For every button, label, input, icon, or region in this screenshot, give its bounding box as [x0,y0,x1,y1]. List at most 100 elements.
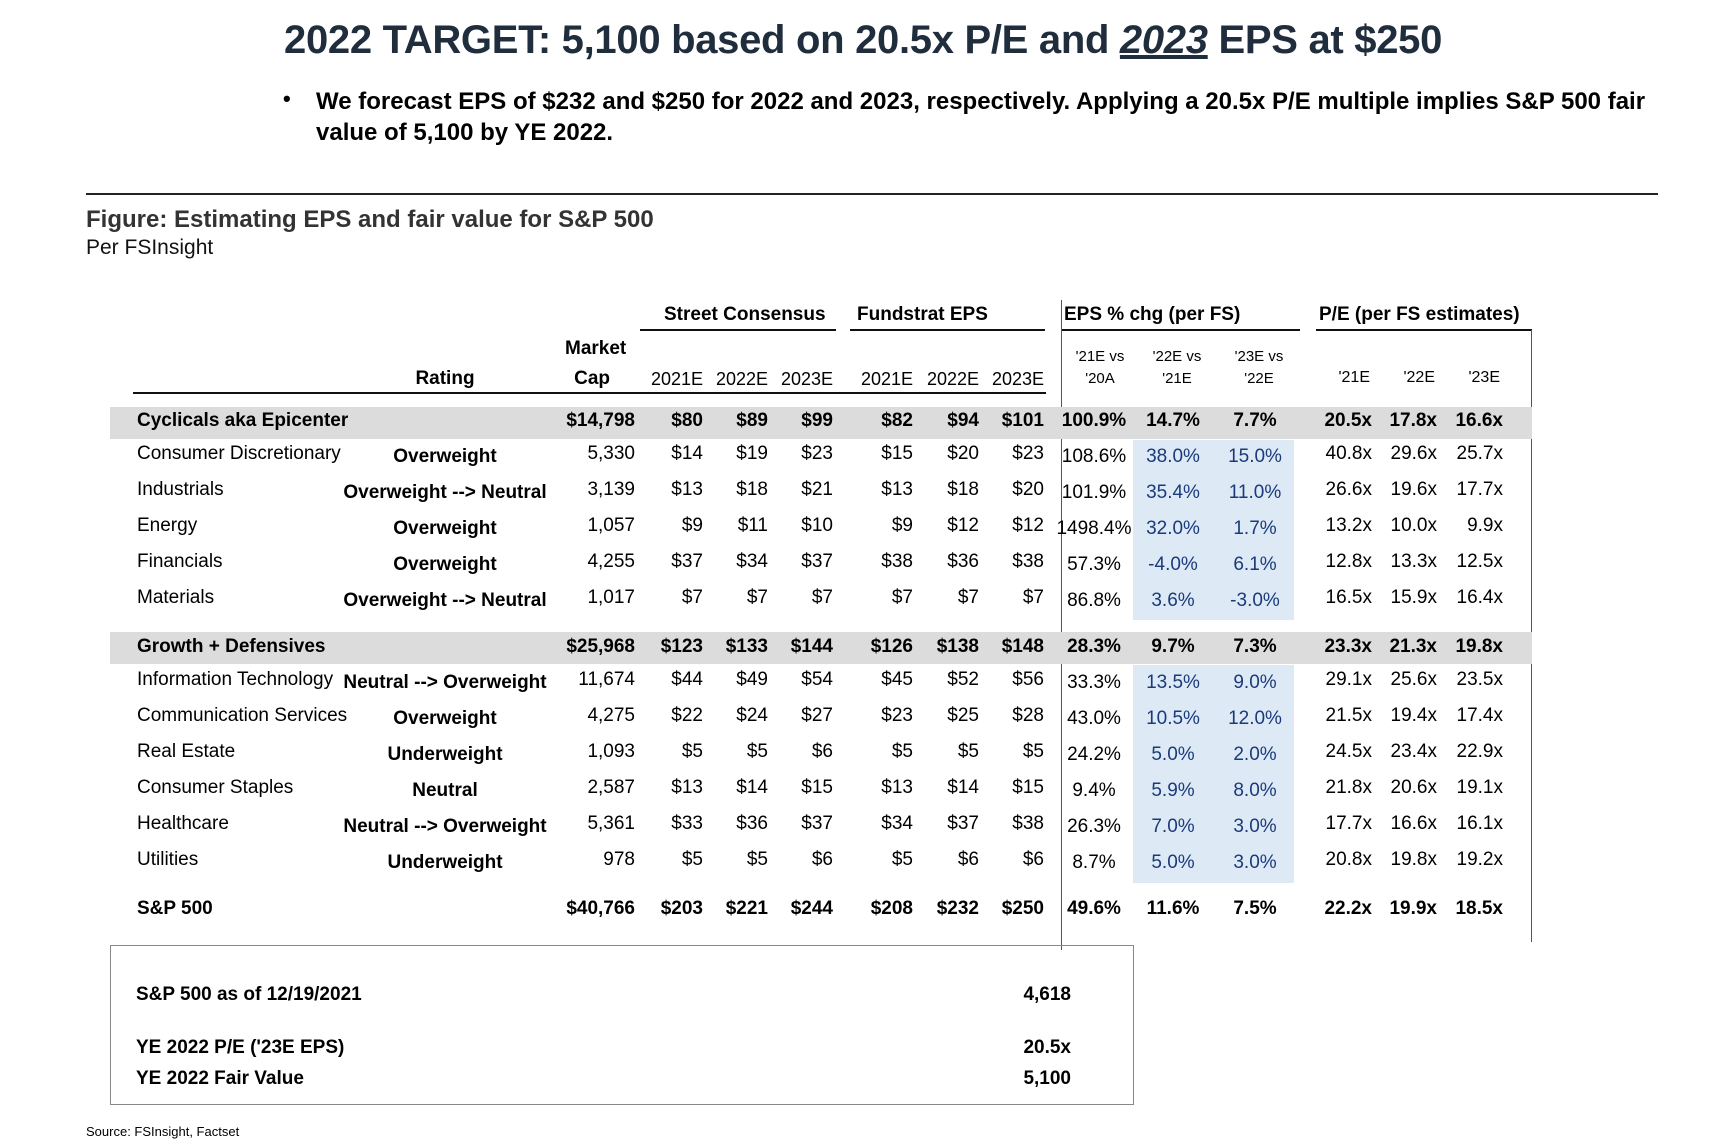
cell-p22: 21.3x [1389,636,1437,657]
cell-s21: $80 [671,410,703,431]
cell-p21: 40.8x [1325,443,1372,464]
cell-p22: 13.3x [1390,551,1437,572]
cell-p23: 12.5x [1456,551,1503,572]
group-header-street: Street Consensus [664,304,826,325]
cell-s23: $10 [801,515,833,536]
cell-s23: $6 [811,849,833,870]
cell-p21: 26.6x [1325,479,1372,500]
cell-c1: 28.3% [1067,636,1121,657]
cell-c1: 100.9% [1061,410,1127,431]
cell-f23: $38 [1012,813,1044,834]
cell-c3: 3.0% [1233,816,1277,837]
cell-c2: 10.5% [1146,708,1200,729]
cell-rating: Overweight [393,518,497,539]
col-header-s22: 2022E [715,369,768,389]
cell-name: Utilities [137,849,199,870]
cell-f21: $5 [891,849,913,870]
cell-s22: $11 [737,515,768,536]
highlight-band-2 [1133,665,1294,883]
cell-c1: 57.3% [1067,554,1121,575]
cell-s23: $37 [801,813,833,834]
cell-p21: 20.8x [1325,849,1372,870]
title-underlined-year: 2023 [1119,18,1208,62]
cell-c3: 7.3% [1233,636,1277,657]
cell-name: S&P 500 [137,898,213,919]
cell-p23: 19.1x [1456,777,1503,798]
cell-p23: 25.7x [1456,443,1503,464]
cell-c1: 108.6% [1061,446,1127,467]
cell-s21: $33 [671,813,703,834]
cell-p21: 22.2x [1324,898,1372,919]
summary-asof-value: 4,618 [1023,984,1071,1005]
col-header-chg1: '21E vs '20A [1063,346,1137,390]
cell-p21: 12.8x [1325,551,1372,572]
cell-c1: 26.3% [1067,816,1121,837]
table-row: Communication Services Overweight 4,275 $22… [0,705,1720,741]
cell-s23: $7 [811,587,833,608]
cell-mcap: 3,139 [587,479,635,500]
col-header-pe21: '21E [1338,369,1370,386]
cell-c2: 13.5% [1146,672,1200,693]
col-header-chg3-line1: '23E vs [1234,348,1284,365]
cell-s22: $5 [746,741,768,762]
summary-box: S&P 500 as of 12/19/2021 4,618 YE 2022 P… [110,945,1134,1105]
cell-f22: $7 [957,587,979,608]
summary-pe-label: YE 2022 P/E ('23E EPS) [136,1037,345,1058]
cell-s23: $27 [801,705,833,726]
cell-mcap: $25,968 [566,636,635,657]
cell-f22: $18 [947,479,979,500]
col-header-pe23: '23E [1468,369,1500,386]
cell-s21: $14 [671,443,703,464]
cell-p22: 19.9x [1389,898,1437,919]
cell-f22: $5 [957,741,979,762]
cell-rating: Overweight [393,446,497,467]
cell-rating: Neutral [412,780,478,801]
cell-f21: $126 [870,636,913,657]
cell-f21: $7 [891,587,913,608]
cell-s22: $221 [725,898,768,919]
cell-f22: $6 [957,849,979,870]
cell-s22: $14 [736,777,768,798]
cell-c1: 24.2% [1067,744,1121,765]
cell-s22: $7 [746,587,768,608]
cell-mcap: 1,093 [587,741,635,762]
cell-p22: 19.6x [1390,479,1437,500]
cell-c1: 101.9% [1061,482,1127,503]
cell-f21: $45 [881,669,913,690]
cell-f23: $20 [1012,479,1044,500]
col-header-chg2-line1: '22E vs [1152,348,1202,365]
cell-p22: 20.6x [1390,777,1437,798]
cell-p21: 24.5x [1325,741,1372,762]
cell-p21: 21.8x [1325,777,1372,798]
figure-title: Figure: Estimating EPS and fair value fo… [86,206,654,233]
cell-rating: Neutral --> Overweight [343,672,547,693]
table-row: Energy Overweight 1,057 $9 $11 $10 $9 $12 $12 149… [0,515,1720,551]
highlight-band-1 [1133,440,1294,620]
cell-c2: -4.0% [1148,554,1198,575]
cell-s23: $99 [801,410,833,431]
cell-s23: $15 [801,777,833,798]
cell-mcap: 5,361 [587,813,635,834]
figure-subtitle: Per FSInsight [86,236,214,259]
cell-c3: -3.0% [1230,590,1280,611]
cell-c3: 11.0% [1228,482,1282,503]
cell-p21: 23.3x [1324,636,1372,657]
cell-s23: $144 [790,636,833,657]
cell-f23: $12 [1012,515,1044,536]
cell-p22: 23.4x [1390,741,1437,762]
cell-c3: 7.5% [1233,898,1277,919]
cell-name: Consumer Staples [137,777,294,798]
cell-rating: Underweight [387,852,503,873]
title-text-2: EPS at $250 [1207,18,1443,62]
col-header-chg2: '22E vs '21E [1140,346,1214,390]
cell-name: Industrials [137,479,224,500]
cell-s21: $203 [660,898,703,919]
cell-name: Healthcare [137,813,229,834]
col-header-cap: Cap [574,368,610,389]
header-underline [133,392,1046,394]
cell-c2: 38.0% [1146,446,1200,467]
title-text-1: 2022 TARGET: 5,100 based on 20.5x P/E an… [284,18,1120,62]
cell-name: Communication Services [137,705,348,726]
cell-mcap: 4,255 [587,551,635,572]
table-row: Healthcare Neutral --> Overweight 5,361 $33… [0,813,1720,849]
